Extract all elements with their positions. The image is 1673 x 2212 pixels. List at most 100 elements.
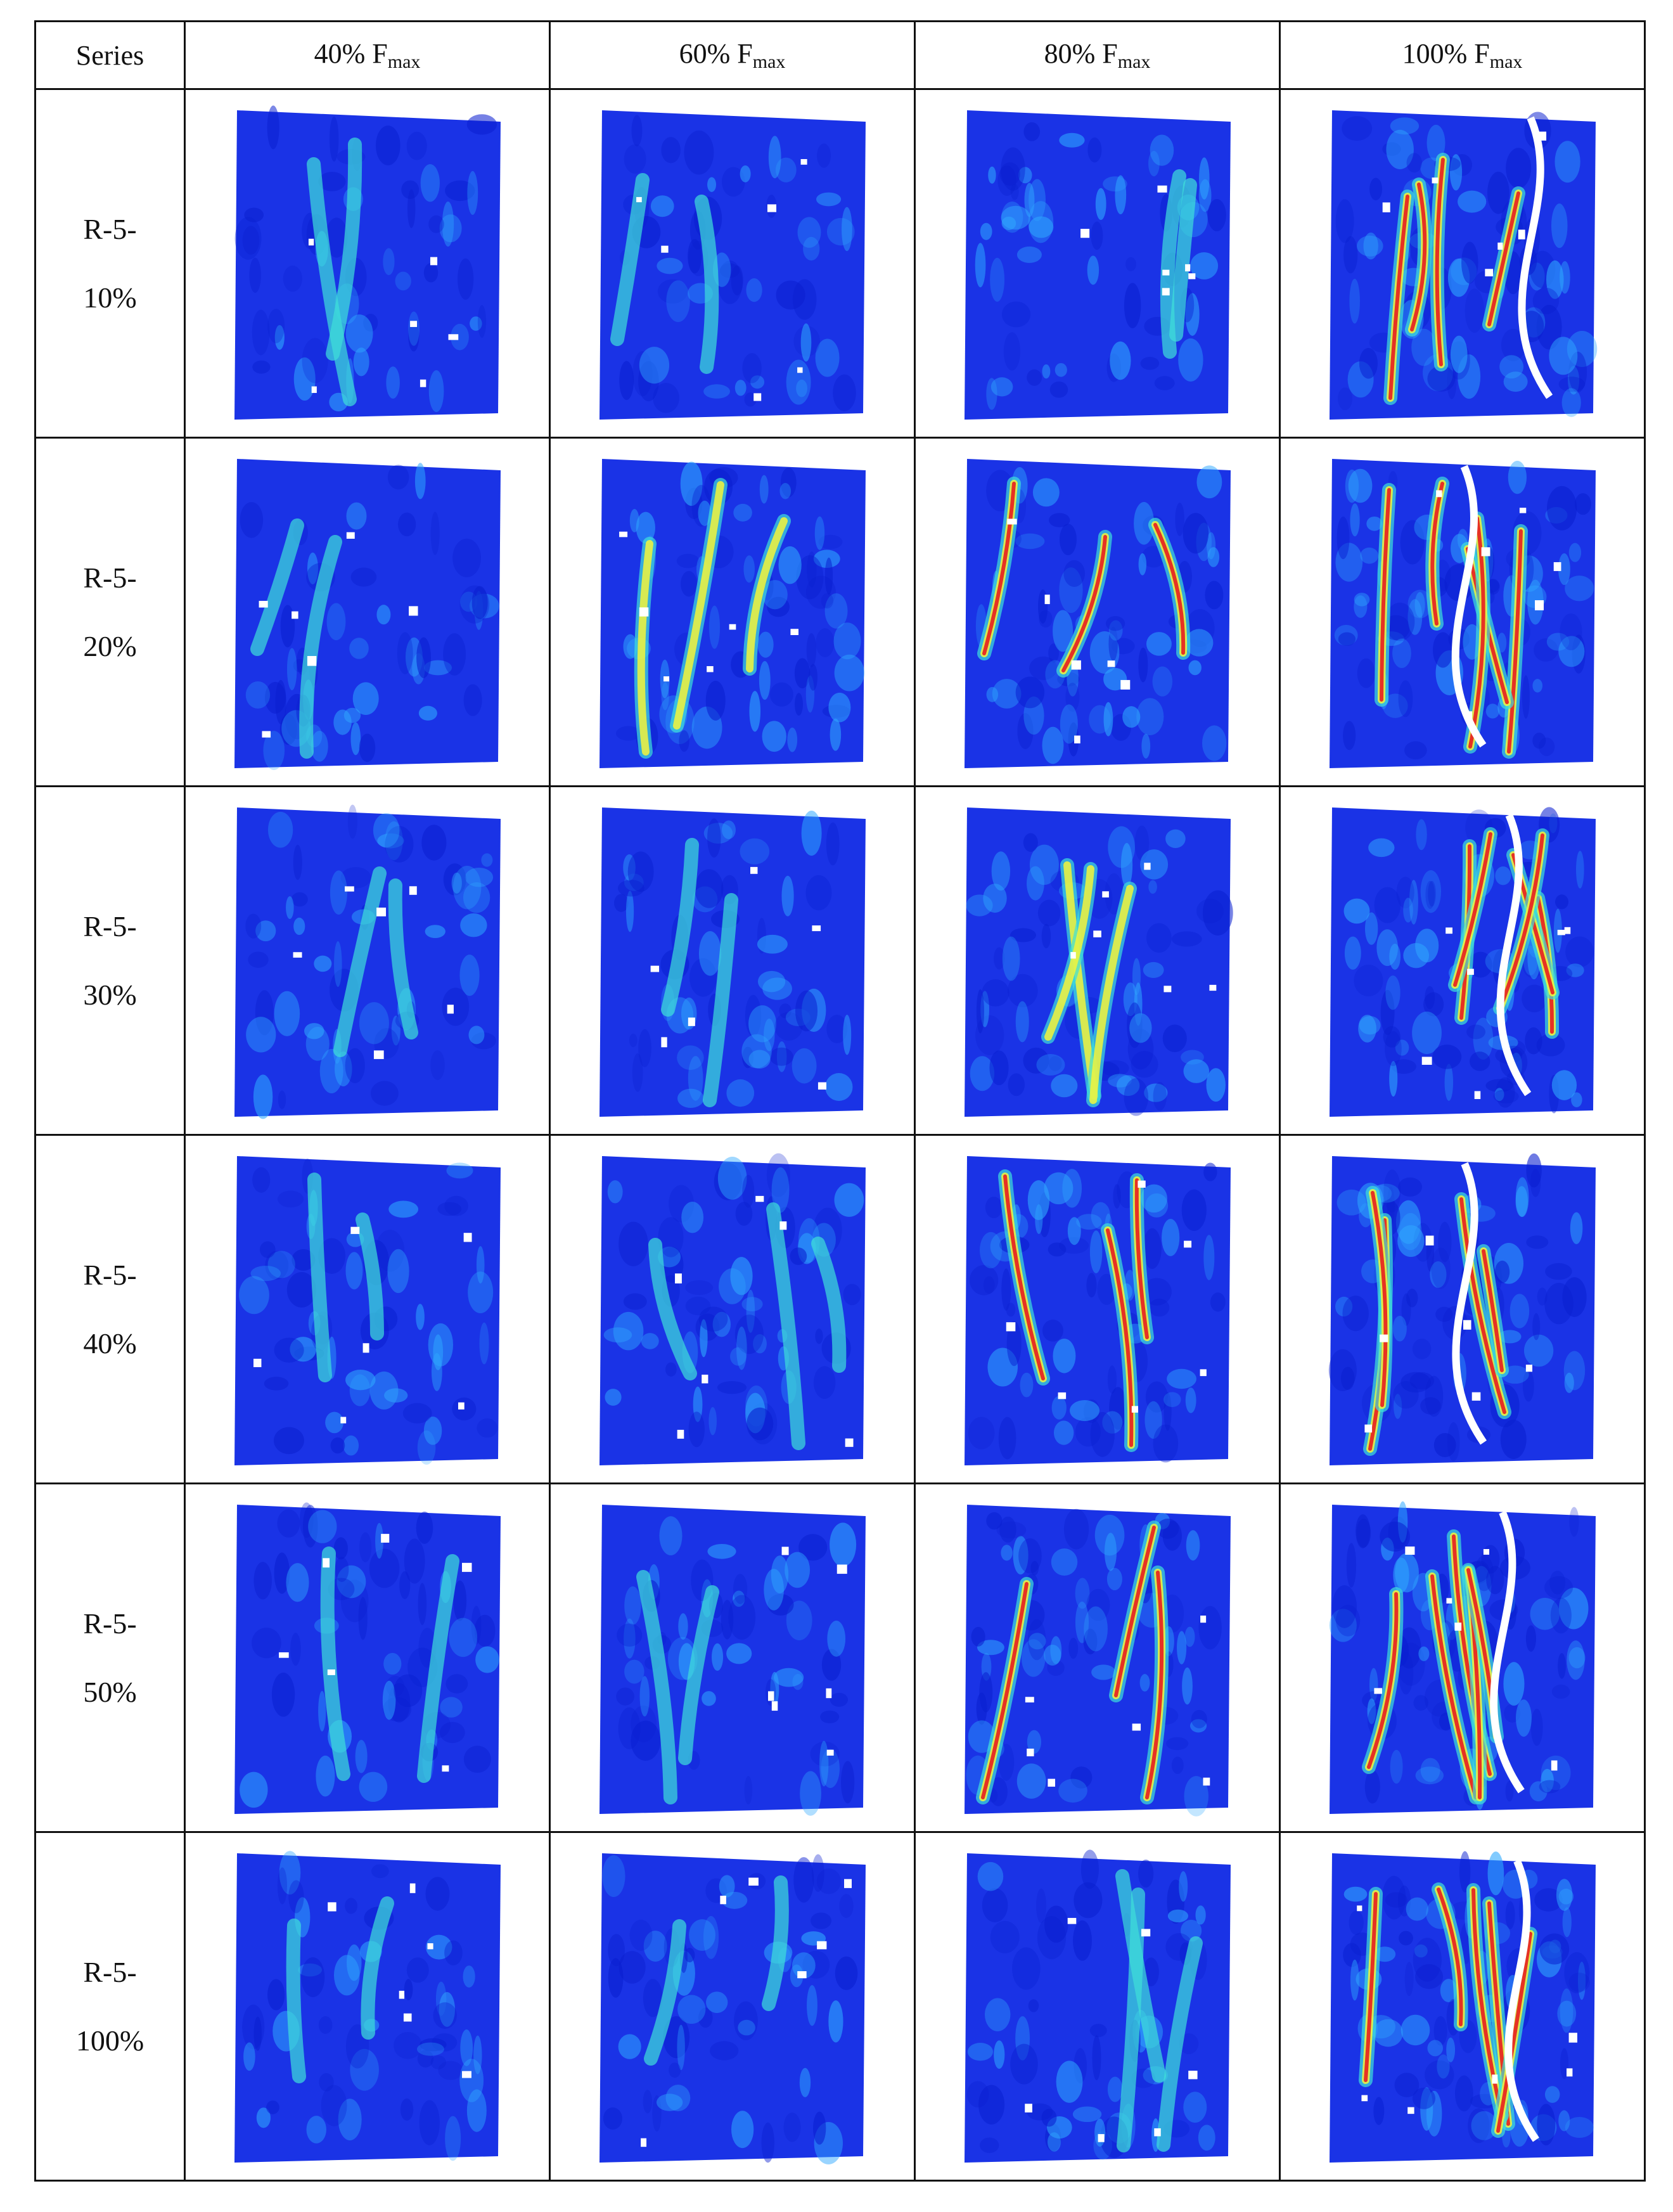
strain-speckle bbox=[1406, 152, 1422, 172]
masked-point bbox=[719, 1895, 726, 1904]
strain-map-image bbox=[964, 458, 1231, 768]
masked-point bbox=[1474, 1091, 1480, 1099]
strain-speckle bbox=[264, 1376, 288, 1391]
strain-speckle bbox=[445, 1162, 473, 1178]
strain-speckle bbox=[305, 1026, 330, 1061]
strain-speckle bbox=[1198, 157, 1210, 200]
strain-speckle bbox=[1207, 198, 1226, 231]
strain-speckle bbox=[382, 248, 395, 275]
strain-speckle bbox=[1466, 1024, 1485, 1039]
masked-point bbox=[1093, 930, 1101, 937]
strain-speckle bbox=[815, 627, 835, 657]
strain-band bbox=[643, 1919, 686, 2066]
strain-speckle bbox=[818, 534, 842, 549]
strain-speckle bbox=[691, 484, 711, 527]
strain-speckle bbox=[1436, 2054, 1450, 2078]
strain-speckle bbox=[1047, 2132, 1061, 2152]
strain-speckle bbox=[1390, 117, 1419, 134]
strain-speckle bbox=[759, 474, 769, 504]
strain-speckle bbox=[1024, 182, 1034, 217]
masked-point bbox=[380, 1533, 389, 1543]
strain-speckle bbox=[629, 1033, 638, 1047]
strain-speckle bbox=[1051, 1548, 1077, 1576]
strain-speckle bbox=[795, 555, 823, 600]
strain-speckle bbox=[1178, 1870, 1188, 1901]
strain-speckle bbox=[1103, 702, 1113, 736]
strain-map-image bbox=[234, 105, 501, 420]
masked-point bbox=[1463, 1320, 1471, 1330]
strain-speckle bbox=[1184, 1626, 1195, 1647]
strain-speckle bbox=[1161, 1218, 1179, 1256]
strain-speckle bbox=[639, 346, 669, 383]
strain-band bbox=[1506, 529, 1523, 754]
strain-speckle bbox=[465, 867, 493, 887]
masked-point bbox=[291, 611, 298, 619]
strain-speckle bbox=[345, 1369, 376, 1390]
series-label-line1: R-5- bbox=[83, 561, 137, 594]
strain-map-image bbox=[1329, 806, 1596, 1117]
specimen-field bbox=[234, 110, 501, 420]
strain-speckle bbox=[1550, 1597, 1572, 1633]
strain-speckle bbox=[1124, 1077, 1148, 1116]
strain-speckle bbox=[650, 195, 674, 217]
strain-speckle bbox=[1041, 2108, 1056, 2126]
strain-speckle bbox=[477, 304, 486, 338]
strain-speckle bbox=[307, 552, 318, 584]
strain-speckle bbox=[665, 1361, 677, 1377]
masked-point bbox=[1026, 1748, 1034, 1756]
strain-speckle bbox=[1415, 1766, 1444, 1784]
strain-speckle bbox=[1101, 1060, 1129, 1076]
strain-speckle bbox=[757, 970, 785, 992]
strain-speckle bbox=[1148, 880, 1157, 894]
strain-speckle bbox=[1054, 363, 1067, 377]
strain-speckle bbox=[1546, 260, 1564, 299]
strain-speckle bbox=[824, 557, 833, 595]
strain-speckle bbox=[802, 1950, 830, 1979]
strain-speckle bbox=[404, 1978, 413, 2000]
strain-speckle bbox=[806, 633, 816, 667]
strain-speckle bbox=[457, 258, 473, 300]
strain-speckle bbox=[806, 1984, 817, 2026]
strain-speckle bbox=[1148, 1298, 1169, 1316]
strain-speckle bbox=[816, 1868, 841, 1894]
strain-speckle bbox=[1003, 331, 1020, 371]
strain-speckle bbox=[252, 360, 271, 374]
strain-speckle bbox=[835, 1956, 857, 1990]
strain-speckle bbox=[1048, 1055, 1062, 1071]
strain-speckle bbox=[1404, 740, 1427, 759]
strain-speckle bbox=[302, 1504, 318, 1548]
strain-speckle bbox=[439, 1991, 455, 2027]
masked-point bbox=[327, 1669, 335, 1675]
strain-speckle bbox=[970, 1055, 994, 1091]
strain-speckle bbox=[731, 2110, 753, 2148]
strain-speckle bbox=[1457, 190, 1486, 213]
masked-point bbox=[1566, 2067, 1572, 2076]
strain-band bbox=[1113, 1525, 1156, 1697]
strain-speckle bbox=[1166, 1368, 1196, 1389]
strain-speckle bbox=[1343, 1886, 1367, 1901]
strain-speckle bbox=[474, 1614, 496, 1647]
strain-speckle bbox=[1021, 1638, 1046, 1677]
strain-speckle bbox=[797, 216, 821, 248]
strain-speckle bbox=[1487, 171, 1510, 214]
strain-speckle bbox=[1409, 879, 1418, 925]
strain-speckle bbox=[703, 383, 730, 399]
strain-speckle bbox=[1150, 134, 1174, 166]
strain-speckle bbox=[979, 1231, 1002, 1268]
strain-speckle bbox=[1373, 2096, 1384, 2125]
strain-speckle bbox=[1388, 943, 1401, 970]
strain-speckle bbox=[1007, 974, 1038, 1007]
masked-point bbox=[639, 607, 648, 617]
strain-speckle bbox=[421, 824, 446, 861]
strain-speckle bbox=[430, 1050, 445, 1080]
masked-point bbox=[1200, 1615, 1206, 1623]
strain-map-image bbox=[1329, 458, 1596, 768]
masked-point bbox=[350, 1226, 359, 1234]
strain-speckle bbox=[471, 586, 488, 619]
strain-speckle bbox=[676, 2024, 685, 2070]
masked-point bbox=[308, 238, 314, 245]
strain-speckle bbox=[425, 1934, 452, 1960]
strain-speckle bbox=[1063, 1508, 1089, 1550]
strain-speckle bbox=[406, 1957, 429, 1983]
strain-speckle bbox=[1061, 1168, 1082, 1207]
